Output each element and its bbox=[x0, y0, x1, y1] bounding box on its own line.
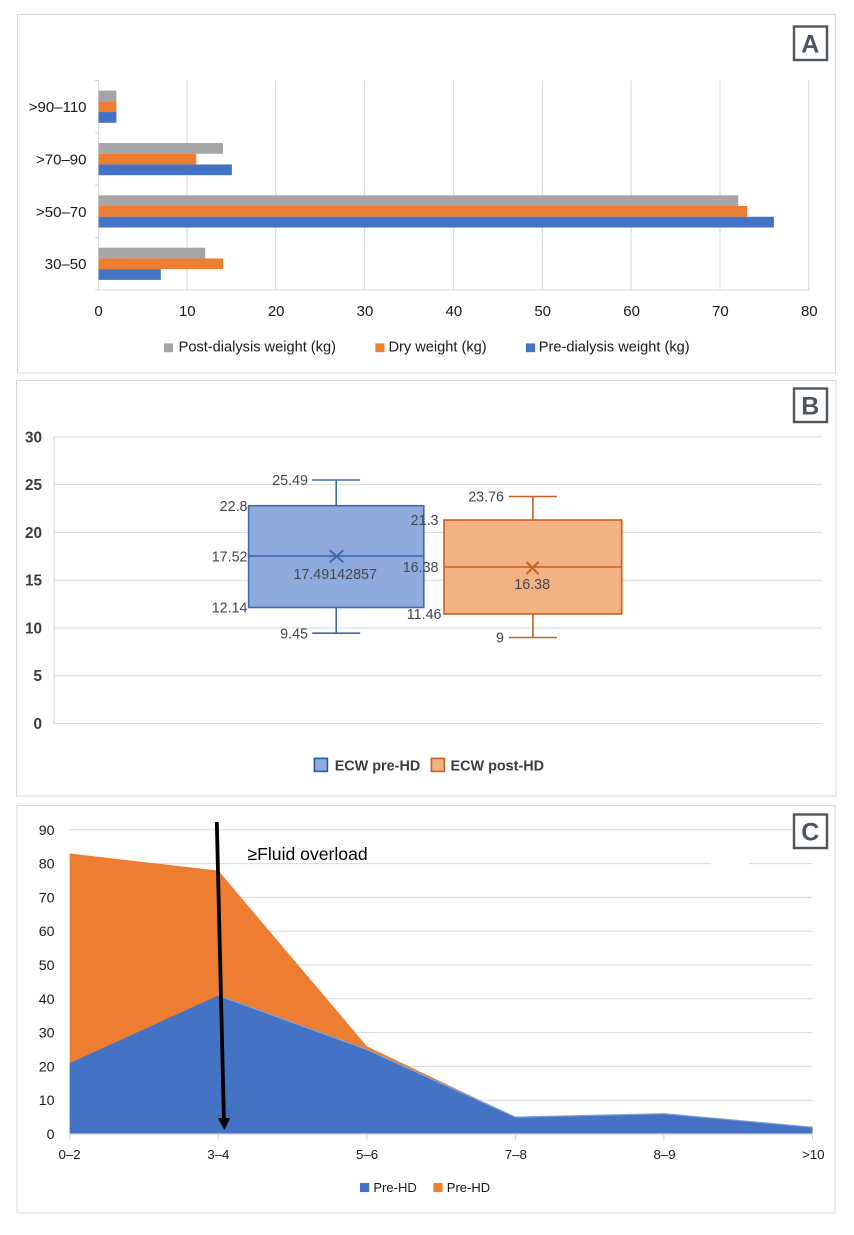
svg-text:90: 90 bbox=[39, 823, 55, 839]
svg-text:25: 25 bbox=[25, 477, 43, 494]
svg-text:16.38: 16.38 bbox=[403, 560, 439, 576]
svg-text:60: 60 bbox=[623, 303, 640, 320]
svg-text:40: 40 bbox=[39, 992, 55, 1008]
svg-text:70: 70 bbox=[712, 303, 729, 320]
svg-text:0: 0 bbox=[94, 303, 102, 320]
svg-text:10: 10 bbox=[25, 620, 42, 637]
svg-text:17.52: 17.52 bbox=[212, 549, 248, 565]
svg-text:>70–90: >70–90 bbox=[36, 152, 86, 169]
svg-text:3–4: 3–4 bbox=[207, 1147, 229, 1162]
svg-text:30–50: 30–50 bbox=[45, 256, 87, 273]
svg-text:Post-dialysis weight (kg): Post-dialysis weight (kg) bbox=[179, 340, 336, 356]
svg-text:A: A bbox=[801, 31, 819, 59]
svg-text:5: 5 bbox=[33, 668, 42, 685]
svg-text:30: 30 bbox=[25, 429, 42, 446]
svg-text:70: 70 bbox=[39, 890, 55, 906]
svg-text:0: 0 bbox=[47, 1127, 55, 1143]
svg-text:Pre-HD: Pre-HD bbox=[373, 1180, 416, 1195]
svg-text:60: 60 bbox=[39, 924, 55, 940]
svg-text:80: 80 bbox=[39, 857, 55, 873]
svg-text:ECW pre-HD: ECW pre-HD bbox=[335, 759, 421, 775]
svg-text:30: 30 bbox=[39, 1026, 55, 1042]
svg-text:15: 15 bbox=[25, 573, 43, 590]
svg-text:9.45: 9.45 bbox=[280, 626, 308, 642]
svg-text:Pre-dialysis weight (kg): Pre-dialysis weight (kg) bbox=[539, 340, 690, 356]
svg-text:8–9: 8–9 bbox=[654, 1147, 676, 1162]
svg-text:>10: >10 bbox=[802, 1147, 825, 1162]
svg-text:50: 50 bbox=[534, 303, 551, 320]
svg-text:80: 80 bbox=[801, 303, 818, 320]
svg-text:22.8: 22.8 bbox=[220, 499, 248, 515]
svg-text:20: 20 bbox=[268, 303, 285, 320]
svg-text:>50–70: >50–70 bbox=[36, 204, 86, 221]
svg-text:17.49142857: 17.49142857 bbox=[293, 567, 377, 583]
svg-text:25.49: 25.49 bbox=[272, 473, 308, 489]
svg-text:12.14: 12.14 bbox=[212, 601, 248, 617]
svg-text:0–2: 0–2 bbox=[59, 1147, 81, 1162]
svg-text:0: 0 bbox=[33, 716, 42, 733]
svg-text:23.76: 23.76 bbox=[468, 490, 504, 506]
svg-text:C: C bbox=[801, 819, 819, 847]
svg-text:10: 10 bbox=[179, 303, 196, 320]
svg-text:ECW post-HD: ECW post-HD bbox=[451, 759, 545, 775]
svg-text:20: 20 bbox=[39, 1059, 55, 1075]
svg-text:40: 40 bbox=[446, 303, 463, 320]
svg-text:9: 9 bbox=[496, 631, 504, 647]
svg-text:5–6: 5–6 bbox=[356, 1147, 378, 1162]
svg-text:B: B bbox=[801, 393, 819, 421]
svg-text:16.38: 16.38 bbox=[514, 577, 550, 593]
svg-text:7–8: 7–8 bbox=[505, 1147, 527, 1162]
svg-text:30: 30 bbox=[357, 303, 374, 320]
svg-text:20: 20 bbox=[25, 525, 42, 542]
svg-text:11.46: 11.46 bbox=[407, 607, 442, 623]
svg-text:50: 50 bbox=[39, 958, 55, 974]
svg-text:≥Fluid overload: ≥Fluid overload bbox=[248, 844, 368, 864]
svg-text:Pre-HD: Pre-HD bbox=[447, 1180, 490, 1195]
svg-text:10: 10 bbox=[39, 1093, 55, 1109]
svg-text:21.3: 21.3 bbox=[411, 513, 439, 529]
svg-text:Dry weight (kg): Dry weight (kg) bbox=[389, 340, 487, 356]
svg-text:>90–110: >90–110 bbox=[29, 99, 87, 116]
